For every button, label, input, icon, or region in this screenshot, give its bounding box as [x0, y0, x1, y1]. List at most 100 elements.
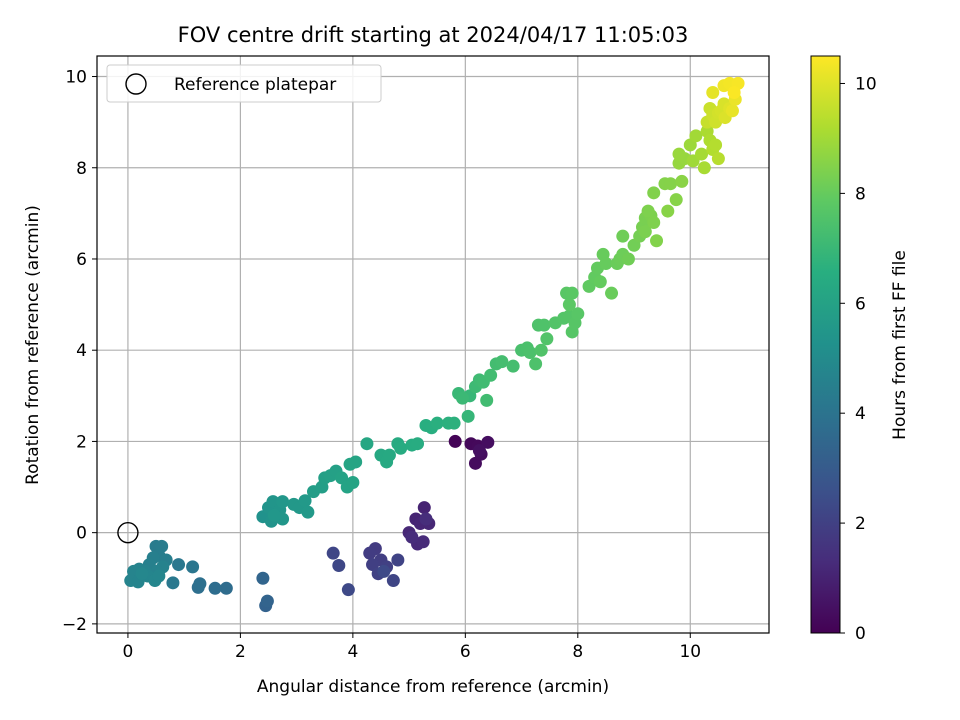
- legend-marker-icon: [125, 73, 147, 95]
- data-point: [363, 546, 377, 560]
- data-point: [405, 530, 419, 544]
- y-tick-label: 4: [76, 341, 87, 361]
- data-point: [540, 332, 554, 346]
- y-tick-label: 8: [76, 159, 87, 179]
- data-point: [448, 434, 462, 448]
- y-axis-ticks: −2 0 2 4 6 8 10: [62, 68, 97, 635]
- x-tick-label: 4: [347, 642, 358, 662]
- data-point: [416, 535, 430, 549]
- data-point: [529, 357, 543, 371]
- data-point: [706, 85, 720, 99]
- data-point: [616, 229, 630, 243]
- data-point: [672, 147, 686, 161]
- y-tick-label: 6: [76, 250, 87, 270]
- data-point: [208, 581, 222, 595]
- data-point: [298, 494, 312, 508]
- data-point: [152, 569, 166, 583]
- data-point: [571, 307, 585, 321]
- data-point: [386, 574, 400, 588]
- x-tick-label: 2: [235, 642, 246, 662]
- data-point: [341, 583, 355, 597]
- data-point: [697, 161, 711, 175]
- data-point: [495, 355, 509, 369]
- colorbar-label: Hours from first FF file: [890, 250, 910, 440]
- data-point: [166, 576, 180, 590]
- data-points: [124, 76, 745, 613]
- legend-label: Reference platepar: [174, 75, 336, 95]
- data-point: [647, 186, 661, 200]
- data-point: [562, 298, 576, 312]
- data-point: [621, 252, 635, 266]
- data-point: [638, 225, 652, 239]
- data-point: [534, 343, 548, 357]
- data-point: [647, 215, 661, 229]
- data-point: [193, 577, 207, 591]
- data-point: [430, 416, 444, 430]
- y-tick-label: 0: [76, 524, 87, 544]
- data-point: [669, 193, 683, 207]
- y-tick-label: 2: [76, 432, 87, 452]
- data-point: [332, 558, 346, 572]
- colorbar: [810, 55, 841, 634]
- data-point: [695, 147, 709, 161]
- x-tick-label: 6: [460, 642, 471, 662]
- data-point: [727, 85, 741, 99]
- x-tick-label: 8: [572, 642, 583, 662]
- chart-title: FOV centre drift starting at 2024/04/17 …: [178, 23, 689, 47]
- data-point: [480, 393, 494, 407]
- data-point: [605, 286, 619, 300]
- data-point: [472, 444, 486, 458]
- data-point: [391, 553, 405, 567]
- data-point: [537, 318, 551, 332]
- data-point: [360, 437, 374, 451]
- colorbar-tick-label: 2: [855, 514, 866, 534]
- data-point: [711, 152, 725, 166]
- data-point: [481, 435, 495, 449]
- data-point: [267, 508, 281, 522]
- data-point: [523, 345, 537, 359]
- data-point: [593, 275, 607, 289]
- data-point: [411, 437, 425, 451]
- data-point: [447, 416, 461, 430]
- data-point: [382, 448, 396, 462]
- plot-frame: [96, 55, 770, 634]
- data-point: [219, 581, 233, 595]
- data-point: [506, 359, 520, 373]
- x-tick-label: 0: [123, 642, 134, 662]
- data-point: [417, 501, 431, 515]
- y-tick-label: −2: [62, 615, 87, 635]
- data-point: [675, 174, 689, 188]
- data-point: [256, 571, 270, 585]
- data-point: [346, 475, 360, 489]
- colorbar-ticks: 0 2 4 6 8 10: [840, 74, 877, 644]
- data-point: [661, 204, 675, 218]
- x-tick-label: 10: [679, 642, 701, 662]
- data-point: [565, 286, 579, 300]
- colorbar-tick-label: 6: [855, 294, 866, 314]
- data-point: [461, 409, 475, 423]
- data-point: [641, 204, 655, 218]
- x-axis-label: Angular distance from reference (arcmin): [257, 677, 609, 697]
- data-point: [650, 234, 664, 248]
- x-axis-ticks: 0 2 4 6 8 10: [123, 633, 701, 662]
- colorbar-tick-label: 4: [855, 404, 866, 424]
- data-point: [186, 560, 200, 574]
- data-point: [326, 546, 340, 560]
- reference-platepar-marker: [117, 521, 139, 544]
- data-point: [456, 391, 470, 405]
- data-point: [596, 247, 610, 261]
- data-point: [394, 441, 408, 455]
- data-point: [301, 505, 315, 519]
- grid-lines: [97, 56, 769, 633]
- data-point: [172, 558, 186, 572]
- legend: Reference platepar: [106, 64, 382, 103]
- data-point: [377, 564, 391, 578]
- y-tick-label: 10: [65, 68, 87, 88]
- data-point: [419, 512, 433, 526]
- data-point: [349, 455, 363, 469]
- legend-box: [106, 64, 382, 103]
- data-point: [135, 567, 149, 581]
- data-point: [689, 129, 703, 143]
- data-point: [664, 177, 678, 191]
